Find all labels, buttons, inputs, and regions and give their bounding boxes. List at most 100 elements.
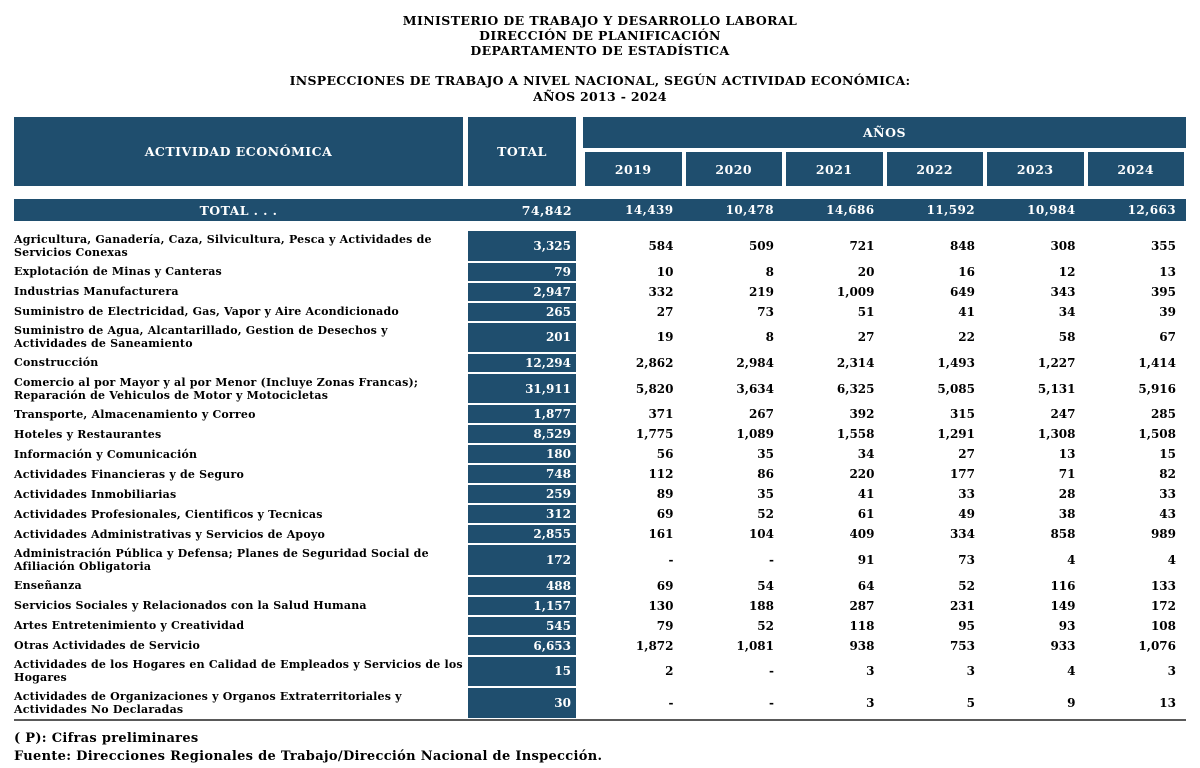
year-value-cell: 395 — [1150, 284, 1176, 299]
year-value-cell: 220 — [849, 467, 875, 482]
year-value-cell: 43 — [1159, 507, 1176, 522]
grand-total-value: 74,842 — [521, 202, 572, 218]
year-value-cell: 332 — [648, 284, 674, 299]
year-value-cell: 177 — [949, 467, 975, 482]
table-row: Industrias Manufacturera 2,947 332 219 1,009… — [14, 282, 1186, 302]
org-line-2: DIRECCIÓN DE PLANIFICACIÓN — [479, 28, 721, 43]
table-row: Transporte, Almacenamiento y Correo 1,877… — [14, 404, 1186, 424]
year-value-cell: 1,227 — [1037, 356, 1076, 370]
total-value-cell: 2,855 — [468, 525, 576, 544]
year-value-cell: 27 — [857, 330, 875, 345]
table-row: Artes Entretenimiento y Creatividad 545 79… — [14, 616, 1186, 636]
year-value-cell: 56 — [656, 447, 674, 462]
year-value-cell: 5,131 — [1037, 381, 1076, 396]
table-row: Actividades Profesionales, Cientificos y… — [14, 504, 1186, 524]
year-value-cell: 1,414 — [1138, 356, 1176, 370]
year-value-cell: - — [668, 553, 674, 568]
year-value-cell: 54 — [757, 578, 774, 593]
activity-label: Otras Actividades de Servicio — [14, 639, 201, 653]
year-value-cell: 86 — [757, 467, 774, 482]
source-note: Fuente: Direcciones Regionales de Trabaj… — [14, 748, 603, 764]
year-value-cell: 41 — [857, 487, 875, 502]
total-value-cell: 12,294 — [468, 354, 576, 372]
year-value-cell: 1,009 — [836, 284, 875, 299]
year-value-cell: 649 — [949, 284, 975, 299]
table-row: Actividades Administrativas y Servicios … — [14, 524, 1186, 544]
year-value-cell: 3 — [1167, 664, 1176, 679]
year-value-cell: 1,081 — [736, 638, 774, 653]
year-value-cell: 1,775 — [635, 427, 674, 442]
activity-label: Transporte, Almacenamiento y Correo — [14, 407, 256, 421]
year-value-cell: 2,862 — [635, 356, 674, 370]
year-value-cell: 130 — [648, 598, 674, 613]
grand-total-year-value: 10,984 — [1027, 203, 1076, 218]
table-header: ACTIVIDAD ECONÓMICA TOTAL AÑOS 2019 2020… — [14, 117, 1186, 187]
year-value-cell: 1,308 — [1037, 427, 1076, 442]
activity-label: Explotación de Minas y Canteras — [14, 265, 222, 279]
year-value-cell: 5,085 — [937, 381, 975, 396]
year-value-cell: 5,820 — [635, 381, 674, 396]
year-value-cell: 13 — [1159, 264, 1176, 279]
year-header: 2022 — [886, 152, 983, 187]
table-row: Comercio al por Mayor y al por Menor (In… — [14, 373, 1186, 404]
year-value-cell: 231 — [949, 598, 975, 613]
activity-label: Construcción — [14, 356, 99, 370]
activity-label: Actividades Financieras y de Seguro — [14, 467, 245, 481]
org-line-3: DEPARTAMENTO DE ESTADÍSTICA — [470, 43, 730, 58]
activity-label: Agricultura, Ganadería, Caza, Silvicultu… — [14, 232, 432, 259]
total-value-cell: 3,325 — [468, 231, 576, 261]
year-value-cell: 509 — [748, 238, 774, 253]
year-value-cell: 149 — [1050, 598, 1076, 613]
year-value-cell: 33 — [958, 487, 975, 502]
table-row: Actividades Inmobiliarias 259 89 35 41 33 28 33 — [14, 484, 1186, 504]
activity-label: Comercio al por Mayor y al por Menor (In… — [14, 375, 419, 402]
activity-label: Actividades Inmobiliarias — [14, 487, 177, 501]
year-value-cell: 1,291 — [937, 427, 975, 442]
year-value-cell: 108 — [1150, 618, 1176, 633]
year-value-cell: 267 — [748, 407, 774, 422]
year-value-cell: 15 — [1159, 447, 1176, 462]
year-value-cell: 753 — [949, 638, 975, 653]
table-row: Suministro de Electricidad, Gas, Vapor y… — [14, 302, 1186, 322]
year-value-cell: 3 — [966, 664, 975, 679]
year-value-cell: 247 — [1050, 407, 1076, 422]
title-line-1: INSPECCIONES DE TRABAJO A NIVEL NACIONAL… — [289, 73, 911, 88]
year-value-cell: 58 — [1058, 330, 1076, 345]
year-header: 2021 — [786, 152, 883, 187]
year-value-cell: 73 — [757, 304, 774, 319]
year-value-cell: 1,089 — [736, 427, 774, 442]
table-row: Actividades Financieras y de Seguro 748 11… — [14, 464, 1186, 484]
year-value-cell: 938 — [849, 638, 875, 653]
year-value-cell: 188 — [748, 598, 774, 613]
year-value-cell: 35 — [757, 447, 774, 462]
year-value-cell: 39 — [1159, 304, 1176, 319]
table-row: Explotación de Minas y Canteras 79 10 8 20 16… — [14, 262, 1186, 282]
total-value-cell: 30 — [468, 688, 576, 718]
year-value-cell: 6,325 — [836, 381, 875, 396]
year-value-cell: 41 — [958, 304, 975, 319]
year-value-cell: 19 — [656, 330, 674, 345]
year-value-cell: 371 — [648, 407, 674, 422]
total-value-cell: 15 — [468, 656, 576, 687]
year-value-cell: 93 — [1058, 618, 1076, 633]
activity-label: Artes Entretenimiento y Creatividad — [14, 619, 245, 633]
year-value-cell: 3,634 — [736, 381, 774, 396]
total-value-cell: 180 — [468, 445, 576, 464]
year-value-cell: 584 — [648, 238, 674, 253]
year-value-cell: 34 — [857, 447, 875, 462]
grand-total-year-value: 12,663 — [1127, 203, 1176, 218]
year-value-cell: 52 — [757, 507, 774, 522]
total-value-cell: 545 — [468, 616, 576, 635]
year-value-cell: 172 — [1150, 598, 1176, 613]
year-value-cell: 112 — [648, 467, 674, 482]
total-value-cell: 8,529 — [468, 425, 576, 444]
year-value-cell: 1,558 — [836, 427, 875, 442]
grand-total-year-value: 14,439 — [625, 203, 674, 218]
column-header-total: TOTAL — [468, 117, 576, 187]
table-row: Suministro de Agua, Alcantarillado, Gest… — [14, 322, 1186, 353]
grand-total-row: TOTAL . . . 74,842 14,439 10,478 14,686 … — [14, 199, 1186, 222]
year-value-cell: 9 — [1067, 695, 1076, 710]
table-row: Agricultura, Ganadería, Caza, Silvicultu… — [14, 230, 1186, 261]
year-value-cell: 13 — [1159, 695, 1176, 710]
